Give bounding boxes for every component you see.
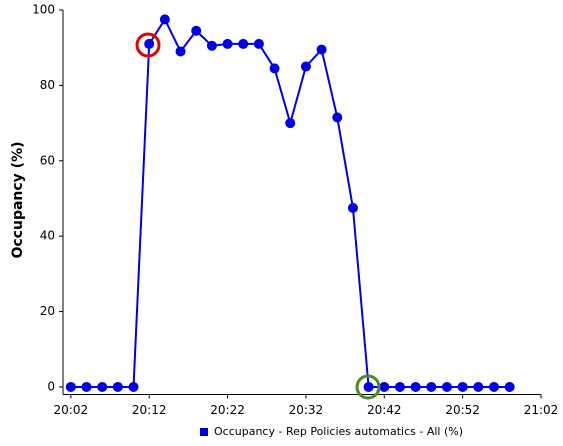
y-axis-label: Occupancy (%) (10, 141, 26, 258)
y-tick-label: 80 (40, 78, 55, 92)
legend-swatch (200, 428, 208, 436)
data-point (410, 381, 421, 392)
data-point (238, 38, 249, 49)
data-point (473, 381, 484, 392)
data-point (128, 381, 139, 392)
data-point (206, 40, 217, 51)
x-tick-label: 20:22 (210, 403, 245, 417)
highlight-circle (135, 32, 161, 58)
data-point (253, 38, 264, 49)
x-tick-label: 20:02 (54, 403, 89, 417)
data-point (504, 381, 515, 392)
data-point (394, 381, 405, 392)
data-point (441, 381, 452, 392)
data-point (65, 381, 76, 392)
data-point (300, 61, 311, 72)
x-tick-label: 20:12 (132, 403, 167, 417)
data-point (379, 381, 390, 392)
x-tick-label: 21:02 (524, 403, 559, 417)
y-tick-label: 20 (40, 304, 55, 318)
data-point (332, 112, 343, 123)
x-tick-label: 20:32 (289, 403, 324, 417)
y-tick-label: 40 (40, 229, 55, 243)
x-tick-label: 20:52 (445, 403, 480, 417)
data-point (222, 38, 233, 49)
data-point (97, 381, 108, 392)
data-point (316, 44, 327, 55)
data-point (159, 14, 170, 25)
data-point (426, 381, 437, 392)
y-tick-label: 60 (40, 153, 55, 167)
data-point (112, 381, 123, 392)
x-tick-label: 20:42 (367, 403, 402, 417)
data-point (488, 381, 499, 392)
data-point (144, 38, 155, 49)
legend-label: Occupancy - Rep Policies automatics - Al… (214, 425, 463, 438)
data-point (347, 202, 358, 213)
data-point (285, 118, 296, 129)
data-point (363, 381, 374, 392)
data-point (457, 381, 468, 392)
highlight-circle (355, 374, 381, 400)
data-point (269, 63, 280, 74)
data-point (175, 46, 186, 57)
data-point (191, 25, 202, 36)
y-tick-label: 100 (32, 3, 55, 17)
y-tick-label: 0 (47, 379, 55, 393)
series-line (70, 17, 510, 388)
data-point (81, 381, 92, 392)
